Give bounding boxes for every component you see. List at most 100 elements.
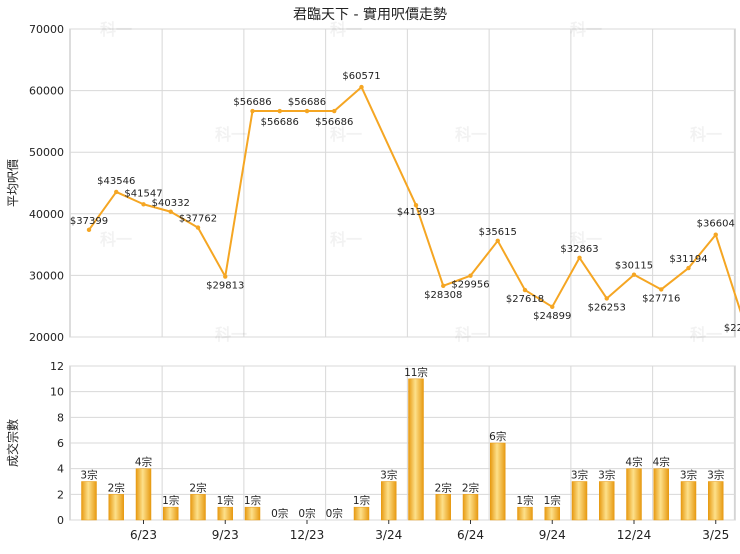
xtick-label: 12/23 bbox=[290, 528, 325, 542]
price-data-label: $37399 bbox=[70, 216, 108, 227]
bar bbox=[626, 468, 642, 521]
price-ytick-label: 20000 bbox=[29, 331, 64, 344]
bar-data-label: 3宗 bbox=[598, 469, 615, 482]
price-point bbox=[577, 255, 582, 260]
price-ytick-label: 40000 bbox=[29, 208, 64, 221]
price-data-label: $41547 bbox=[124, 188, 162, 199]
price-data-label: $40332 bbox=[152, 198, 190, 209]
bar bbox=[435, 494, 451, 521]
price-point bbox=[86, 227, 92, 233]
price-plot-area bbox=[69, 28, 736, 338]
bar bbox=[708, 481, 724, 521]
bar-data-label: 3宗 bbox=[80, 469, 97, 482]
bar bbox=[163, 506, 179, 521]
price-data-label: $31194 bbox=[669, 254, 707, 265]
price-data-label: $26253 bbox=[588, 302, 626, 313]
watermark-text: 科一 bbox=[100, 20, 132, 39]
xtick-label: 6/23 bbox=[130, 528, 157, 542]
price-point bbox=[495, 238, 500, 244]
price-point bbox=[223, 274, 228, 279]
bar-data-label: 3宗 bbox=[707, 469, 724, 482]
bar-data-label: 11宗 bbox=[404, 366, 428, 379]
xtick-label: 9/23 bbox=[212, 528, 239, 542]
bar-data-label: 1宗 bbox=[353, 494, 370, 507]
bar-data-label: 4宗 bbox=[625, 456, 642, 469]
bar-data-label: 3宗 bbox=[380, 469, 397, 482]
price-point bbox=[522, 287, 528, 293]
price-ytick-label: 50000 bbox=[29, 146, 64, 159]
bar-ytick-label: 4 bbox=[57, 463, 64, 476]
price-point bbox=[659, 287, 664, 292]
bar bbox=[517, 506, 533, 521]
price-data-label: $56686 bbox=[261, 117, 299, 128]
price-point bbox=[441, 283, 446, 289]
price-data-label: $32863 bbox=[560, 244, 598, 255]
bar bbox=[571, 481, 588, 521]
bar bbox=[544, 506, 560, 521]
bar-ytick-label: 10 bbox=[50, 386, 64, 399]
watermark-text: 科一 bbox=[455, 325, 487, 344]
watermark-text: 科一 bbox=[100, 230, 132, 249]
price-point bbox=[250, 108, 255, 114]
bar-ytick-label: 2 bbox=[57, 488, 64, 501]
bar-ytick-label: 12 bbox=[50, 360, 64, 373]
price-point bbox=[168, 209, 173, 214]
price-point bbox=[413, 203, 419, 208]
bar-ytick-label: 8 bbox=[57, 411, 64, 424]
bar-ylabel: 成交宗數 bbox=[5, 419, 20, 467]
bar-data-label: 0宗 bbox=[271, 507, 288, 520]
bar-ytick-label: 6 bbox=[57, 437, 64, 450]
watermark-text: 科一 bbox=[330, 20, 362, 39]
xtick-label: 6/24 bbox=[457, 528, 484, 542]
bar-data-label: 1宗 bbox=[544, 494, 561, 507]
bar bbox=[653, 468, 669, 521]
price-data-label: $37762 bbox=[179, 214, 217, 225]
price-data-label: $56686 bbox=[288, 97, 326, 108]
price-point bbox=[631, 272, 637, 277]
bar-data-label: 0宗 bbox=[326, 507, 343, 520]
bar bbox=[244, 506, 261, 521]
bar-ytick-label: 0 bbox=[57, 514, 64, 527]
price-point bbox=[332, 108, 337, 114]
price-line bbox=[88, 86, 740, 313]
price-data-label: $56686 bbox=[315, 117, 353, 128]
watermark-text: 科一 bbox=[570, 20, 602, 39]
watermark-text: 科一 bbox=[215, 325, 247, 344]
price-data-label: $56686 bbox=[233, 97, 271, 108]
price-point bbox=[359, 84, 364, 90]
bar-data-label: 4宗 bbox=[653, 456, 670, 469]
price-ytick-label: 70000 bbox=[29, 23, 64, 36]
bar-data-label: 1宗 bbox=[162, 494, 179, 507]
bar-data-label: 1宗 bbox=[516, 494, 533, 507]
bar bbox=[680, 481, 697, 521]
bar-data-label: 2宗 bbox=[189, 481, 206, 494]
bar bbox=[408, 378, 424, 521]
xtick-label: 3/25 bbox=[702, 528, 729, 542]
price-point bbox=[277, 108, 282, 114]
bar-data-label: 0宗 bbox=[298, 507, 315, 520]
chart-title: 君臨天下 - 實用呎價走勢 bbox=[293, 6, 447, 23]
bar bbox=[190, 494, 206, 521]
price-ylabel: 平均呎價 bbox=[6, 159, 20, 207]
bar bbox=[81, 481, 97, 521]
bar bbox=[353, 506, 370, 521]
watermark-text: 科一 bbox=[330, 125, 362, 144]
xtick-label: 3/24 bbox=[375, 528, 402, 542]
price-point bbox=[468, 273, 473, 278]
bar bbox=[599, 481, 615, 521]
bar bbox=[217, 506, 233, 521]
watermark-text: 科一 bbox=[455, 125, 487, 144]
price-point bbox=[713, 232, 718, 237]
price-ytick-label: 60000 bbox=[29, 85, 64, 98]
bar bbox=[135, 468, 152, 521]
bar-data-label: 6宗 bbox=[489, 430, 506, 443]
xtick-label: 12/24 bbox=[617, 528, 652, 542]
bar-data-label: 2宗 bbox=[435, 481, 452, 494]
bar-data-label: 2宗 bbox=[462, 481, 479, 494]
price-point bbox=[604, 296, 609, 301]
price-data-label: $29956 bbox=[451, 280, 489, 291]
price-data-label: $27716 bbox=[642, 293, 680, 304]
